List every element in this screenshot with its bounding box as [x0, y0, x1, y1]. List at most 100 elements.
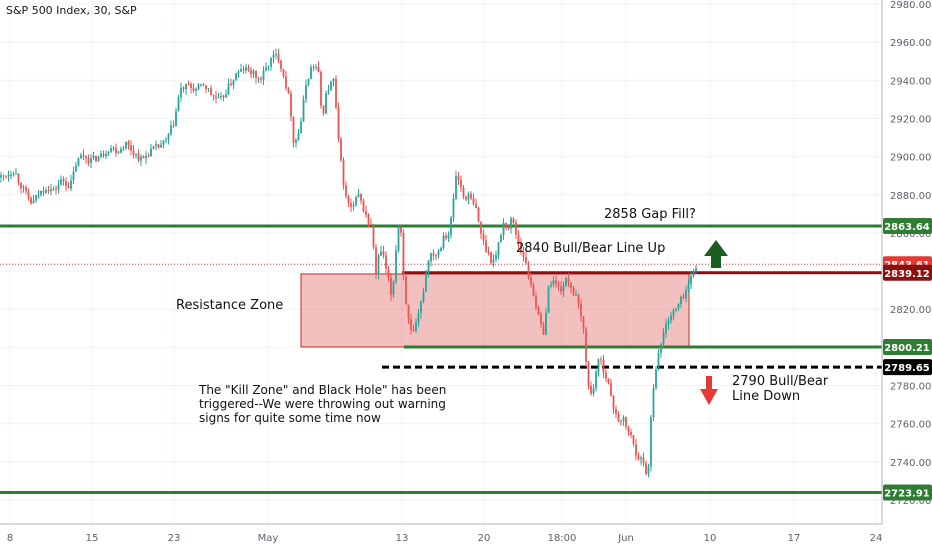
candle [52, 186, 55, 192]
candle [295, 138, 297, 148]
candle [215, 90, 217, 104]
candle-body [667, 320, 670, 324]
candle [390, 272, 392, 301]
candle [667, 316, 670, 330]
candle-body [207, 88, 210, 90]
candle-body [380, 251, 382, 256]
candle [385, 251, 387, 274]
x-tick-label: 8 [7, 533, 13, 544]
candle-body [530, 277, 532, 285]
candle [72, 166, 75, 185]
candle-body [687, 284, 690, 291]
candle [77, 157, 80, 167]
candle-body [215, 96, 217, 99]
candle-body [265, 67, 267, 71]
candle [525, 251, 527, 265]
candle [412, 324, 415, 332]
candle [235, 72, 237, 81]
candle [557, 280, 560, 291]
candle-body [135, 153, 137, 155]
kill-zone-note-line1: The "Kill Zone" and Black Hole" has been [199, 383, 447, 397]
candle [185, 83, 187, 95]
candle-body [67, 186, 70, 189]
candle-body [240, 69, 242, 72]
candle [487, 246, 490, 256]
bull-bear-down-label-line1: 2790 Bull/Bear [732, 374, 829, 389]
candle [240, 63, 242, 73]
candle-body [147, 155, 150, 157]
candle [427, 259, 430, 278]
candle [432, 249, 435, 260]
candle-body [577, 294, 580, 305]
candle-body [542, 324, 545, 335]
candle-body [167, 134, 170, 140]
candle [377, 253, 380, 280]
y-tick-label: 2860.00 [890, 229, 931, 240]
candle [457, 171, 460, 185]
candle-body [677, 304, 680, 309]
candle [320, 70, 322, 109]
candle [637, 452, 640, 461]
y-tick-label: 2960.00 [890, 38, 931, 49]
candle-body [655, 369, 657, 389]
candle [470, 191, 472, 201]
candle-body [560, 286, 562, 292]
candle-body [165, 139, 167, 141]
y-axis[interactable]: 2980.00 2960.00 2940.00 2920.00 2900.00 2880.… [881, 0, 932, 524]
candle [15, 168, 17, 175]
candle-body [617, 413, 620, 422]
candle-body [197, 84, 200, 89]
candle-body [385, 255, 387, 269]
candle [590, 381, 592, 396]
candle [292, 116, 295, 148]
candle [560, 281, 562, 296]
candle-body [25, 187, 27, 192]
candle [347, 194, 350, 207]
candle [400, 226, 402, 237]
candle [170, 120, 172, 137]
candle-body [282, 68, 285, 77]
candle-body [325, 93, 327, 114]
candle-body [7, 174, 10, 177]
candle-body [595, 371, 597, 389]
candle [520, 237, 522, 256]
candle-body [315, 66, 317, 68]
candle [480, 221, 482, 239]
price-tag-label: 2863.64 [884, 222, 930, 233]
candle [587, 360, 590, 390]
candle-body [620, 421, 622, 423]
x-axis[interactable]: 8 15 23 May 13 20 18:00 Jun 10 17 24 [0, 523, 882, 544]
candle [47, 185, 50, 194]
candle [45, 187, 47, 195]
candle [407, 304, 410, 325]
candle-body [235, 73, 237, 81]
candle [340, 136, 342, 162]
candle [210, 85, 212, 96]
candle [237, 70, 240, 78]
candle-body [352, 205, 355, 207]
candle [307, 78, 310, 87]
candle [305, 79, 307, 103]
gap-fill-label: 2858 Gap Fill? [604, 207, 696, 222]
candle-body [402, 232, 405, 277]
candle [350, 198, 352, 213]
candle-body [280, 60, 282, 69]
candle [30, 196, 32, 205]
candle [497, 241, 500, 260]
candle-body [170, 125, 172, 135]
candle [97, 155, 100, 162]
candle [127, 139, 130, 150]
candle-body [27, 191, 30, 198]
candle [337, 102, 340, 143]
candle-body [77, 158, 80, 166]
candle-body [137, 153, 140, 161]
candle [282, 68, 285, 79]
price-tag-label: 2839.12 [884, 269, 930, 280]
candle [360, 193, 362, 205]
candle-body [70, 180, 72, 189]
candle [367, 212, 370, 228]
candle [5, 175, 7, 179]
candle [515, 219, 517, 240]
candle [315, 64, 317, 71]
